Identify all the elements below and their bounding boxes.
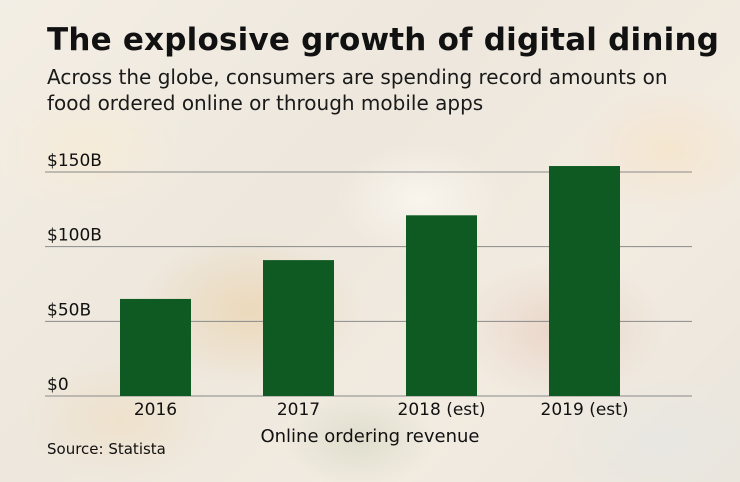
y-tick-label: $100B [47,226,102,246]
x-tick-label: 2016 [134,400,177,420]
x-tick-label: 2019 (est) [541,400,629,420]
x-axis-label: Online ordering revenue [260,426,479,447]
source-note: Source: Statista [47,440,166,458]
chart-subtitle: Across the globe, consumers are spending… [47,65,668,115]
bar [120,298,191,396]
chart-title: The explosive growth of digital dining [47,22,720,58]
bar [549,166,620,396]
y-tick-label: $50B [47,300,91,320]
bar [406,215,477,396]
y-tick-label: $0 [47,375,69,395]
x-tick-label: 2018 (est) [398,400,486,420]
y-tick-label: $150B [47,151,102,171]
x-tick-label: 2017 [277,400,320,420]
bar [263,260,334,396]
